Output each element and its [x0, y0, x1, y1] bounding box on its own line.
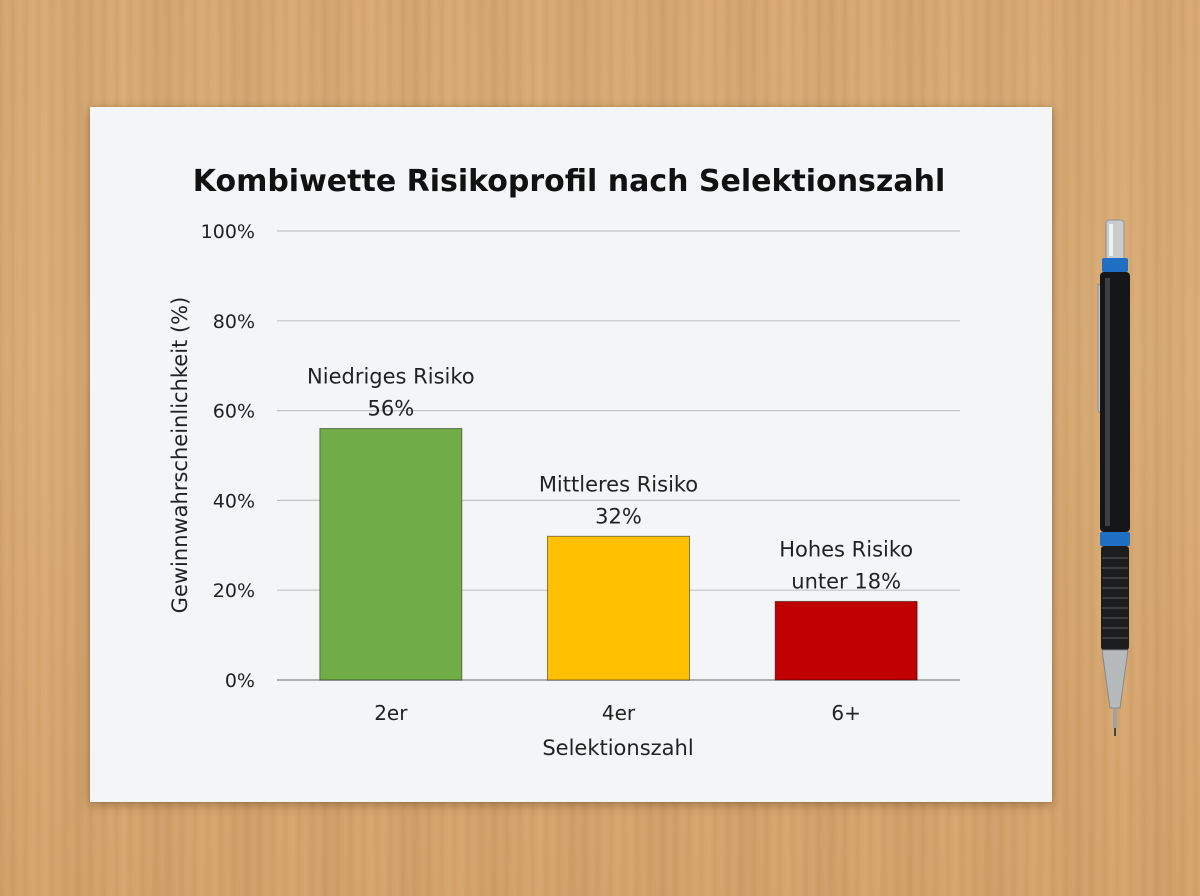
risk-bar-chart: Kombiwette Risikoprofil nach Selektionsz…	[168, 164, 960, 760]
y-axis-label: Gewinnwahrscheinlichkeit (%)	[168, 297, 192, 614]
mechanical-pencil	[1097, 219, 1130, 736]
x-tick-labels: 2er 4er 6+	[374, 701, 861, 725]
bar-4er	[547, 535, 690, 681]
y-tick-labels: 0% 20% 40% 60% 80% 100%	[201, 221, 255, 692]
chart-title: Kombiwette Risikoprofil nach Selektionsz…	[193, 164, 946, 199]
bar-annotations: Niedriges Risiko 56% Mittleres Risiko 32% Ho…	[307, 365, 913, 594]
bar-2er	[319, 428, 463, 681]
bar-annotation-value: 56%	[367, 397, 414, 421]
x-axis-label: Selektionszahl	[542, 736, 693, 760]
paper-sheet: Kombiwette Risikoprofil nach Selektionsz…	[90, 107, 1052, 802]
bars	[319, 428, 918, 681]
y-tick-label: 40%	[213, 490, 255, 512]
x-tick-label: 2er	[374, 701, 408, 725]
x-tick-label: 6+	[831, 701, 860, 725]
y-tick-label: 60%	[213, 401, 255, 423]
bar-annotation-value: unter 18%	[791, 569, 901, 593]
bar-6+	[774, 600, 918, 681]
y-tick-label: 100%	[201, 221, 255, 243]
y-tick-label: 20%	[213, 580, 255, 602]
y-tick-label: 0%	[225, 670, 255, 692]
y-tick-label: 80%	[213, 311, 255, 333]
bar-annotation-risk: Niedriges Risiko	[307, 365, 475, 389]
bar-annotation-risk: Hohes Risiko	[779, 537, 913, 561]
bar-annotation-risk: Mittleres Risiko	[539, 472, 698, 496]
x-tick-label: 4er	[602, 701, 636, 725]
bar-annotation-value: 32%	[595, 504, 642, 528]
